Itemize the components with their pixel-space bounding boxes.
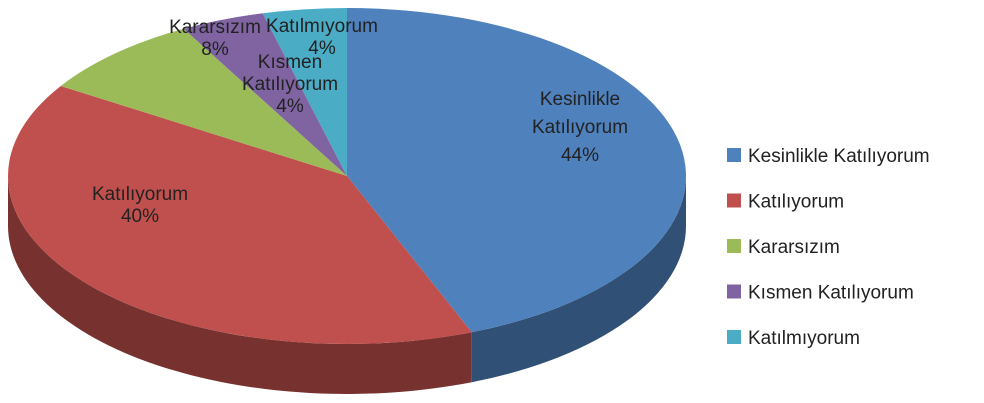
legend-swatch (727, 330, 741, 344)
data-label-value: 4% (308, 38, 336, 59)
pie-tops (7, 7, 686, 344)
data-label-value: 8% (201, 39, 229, 60)
legend-swatch (727, 239, 741, 253)
pie-slice-side (471, 176, 686, 383)
pie-slice (262, 7, 347, 176)
data-label-value: 40% (121, 206, 159, 227)
legend-label: Katılmıyorum (748, 328, 860, 349)
legend: Kesinlikle Katılıyorum Katılıyorum Kararsı… (727, 146, 930, 349)
data-label-name: Katılmıyorum (266, 16, 378, 37)
legend-swatch (727, 284, 741, 299)
data-label-value: 44% (561, 145, 599, 166)
data-label-value: 4% (276, 96, 304, 117)
data-label-name: Kısmen Katılıyorum (242, 52, 338, 95)
data-label-name: Kesinlikle Katılıyorum (532, 89, 628, 138)
data-label-name: Kararsızım (169, 17, 261, 38)
pie-slice (7, 85, 472, 344)
pie-slice (183, 13, 347, 176)
pie-sides (8, 176, 686, 394)
pie-slice-side (8, 176, 472, 394)
legend-swatch (727, 193, 741, 208)
legend-label: Kararsızım (748, 237, 840, 258)
legend-label: Kesinlikle Katılıyorum (748, 146, 930, 167)
pie-slice (347, 8, 686, 333)
pie-slice (60, 28, 348, 177)
legend-label: Katılıyorum (748, 192, 844, 213)
data-label-name: Katılıyorum (92, 184, 188, 205)
legend-label: Kısmen Katılıyorum (748, 283, 914, 304)
legend-swatch (727, 148, 741, 162)
